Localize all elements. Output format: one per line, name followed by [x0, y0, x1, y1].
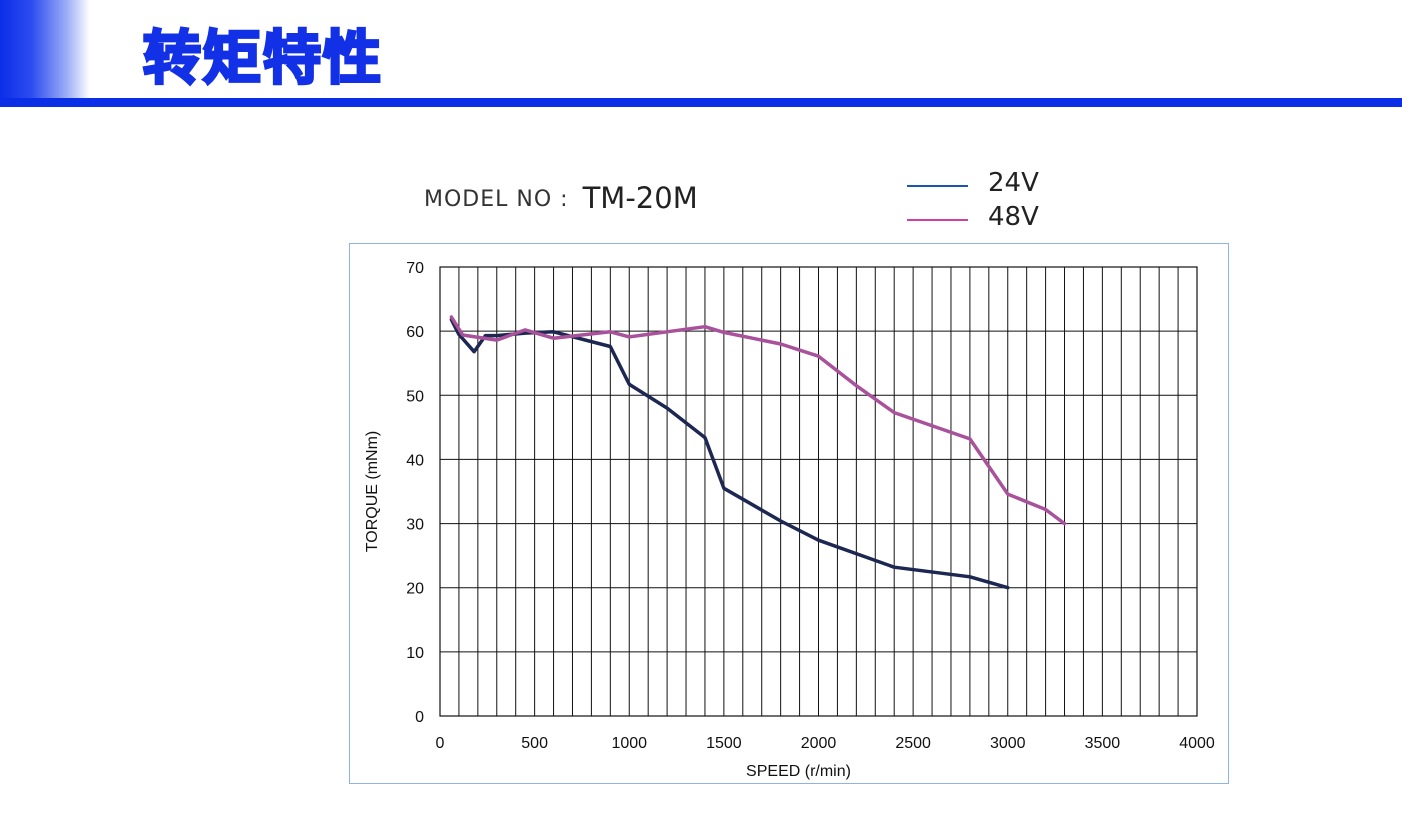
model-colon: : [560, 187, 569, 212]
plot-area-border [439, 266, 1198, 717]
y-axis-label: TORQUE (mNm) [364, 431, 381, 552]
y-tick-label: 50 [406, 388, 424, 405]
model-number: MODEL NO: TM-20M [424, 179, 698, 215]
model-value: TM-20M [582, 181, 698, 215]
page-title: 转矩特性 [141, 23, 384, 94]
legend-label-48v: 48V [988, 202, 1039, 232]
x-tick-label: 3000 [990, 735, 1026, 752]
y-tick-label: 70 [406, 260, 424, 277]
x-axis-label: SPEED (r/min) [746, 763, 851, 780]
x-tick-label: 3500 [1085, 735, 1121, 752]
y-tick-label: 30 [406, 517, 424, 534]
x-tick-label: 0 [436, 735, 445, 752]
header-divider [0, 98, 1402, 107]
y-tick-label: 60 [406, 324, 424, 341]
x-tick-label: 1500 [706, 735, 742, 752]
x-tick-label: 1000 [611, 735, 647, 752]
y-tick-label: 40 [406, 452, 424, 469]
legend-item-24v: 24V [907, 168, 1107, 202]
legend-swatch-48v [907, 219, 968, 221]
chart-legend: 24V 48V [907, 168, 1107, 236]
x-tick-label: 2500 [895, 735, 931, 752]
series-line-24v [449, 317, 1010, 590]
y-tick-label: 0 [415, 709, 424, 726]
model-label: MODEL NO [424, 187, 553, 212]
x-tick-label: 500 [521, 735, 548, 752]
header-gradient-band [0, 0, 90, 100]
y-tick-label: 20 [406, 581, 424, 598]
legend-item-48v: 48V [907, 202, 1107, 236]
legend-swatch-24v [907, 185, 968, 187]
y-tick-label: 10 [406, 645, 424, 662]
series-line-48v [449, 315, 1067, 526]
chart-frame [349, 243, 1229, 784]
x-tick-label: 2000 [801, 735, 837, 752]
x-tick-label: 4000 [1179, 735, 1215, 752]
legend-label-24v: 24V [988, 168, 1039, 198]
